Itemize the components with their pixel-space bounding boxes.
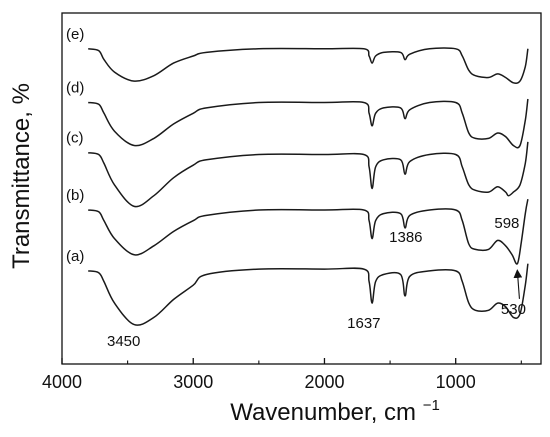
series-label-layer: (a) (b) (c) (d) (e) bbox=[66, 26, 84, 265]
x-tick-label-1000: 1000 bbox=[436, 372, 476, 392]
series-line-a bbox=[88, 263, 529, 326]
x-axis-label: Wavenumber, cm −1 bbox=[230, 397, 440, 426]
annotation-1386: 1386 bbox=[389, 229, 422, 246]
x-axis-label-exponent: −1 bbox=[423, 397, 440, 414]
series-label-c: (c) bbox=[66, 130, 84, 147]
annotation-530: 530 bbox=[501, 301, 526, 318]
plot-border bbox=[61, 12, 542, 365]
x-tick-layer: 4000 3000 2000 1000 bbox=[42, 358, 522, 392]
plot-frame bbox=[61, 12, 542, 365]
x-tick-label-4000: 4000 bbox=[42, 372, 82, 392]
x-tick-label-2000: 2000 bbox=[304, 372, 344, 392]
series-label-a: (a) bbox=[66, 248, 84, 265]
series-label-e: (e) bbox=[66, 26, 84, 43]
annotation-arrow-530 bbox=[513, 269, 523, 299]
y-axis-label: Transmittance, % bbox=[8, 83, 35, 269]
annotation-layer: 3450 1637 1386 598 530 bbox=[107, 215, 526, 350]
annotation-598: 598 bbox=[494, 215, 519, 232]
annotation-1637: 1637 bbox=[347, 315, 380, 332]
series-layer bbox=[88, 47, 529, 326]
series-line-e bbox=[88, 47, 529, 84]
series-label-b: (b) bbox=[66, 187, 84, 204]
series-label-d: (d) bbox=[66, 80, 84, 97]
series-line-c bbox=[88, 141, 529, 208]
x-tick-label-3000: 3000 bbox=[173, 372, 213, 392]
series-line-d bbox=[88, 98, 529, 149]
series-line-b bbox=[88, 199, 529, 265]
x-axis-label-main: Wavenumber, cm bbox=[230, 399, 416, 426]
annotation-3450: 3450 bbox=[107, 333, 140, 350]
